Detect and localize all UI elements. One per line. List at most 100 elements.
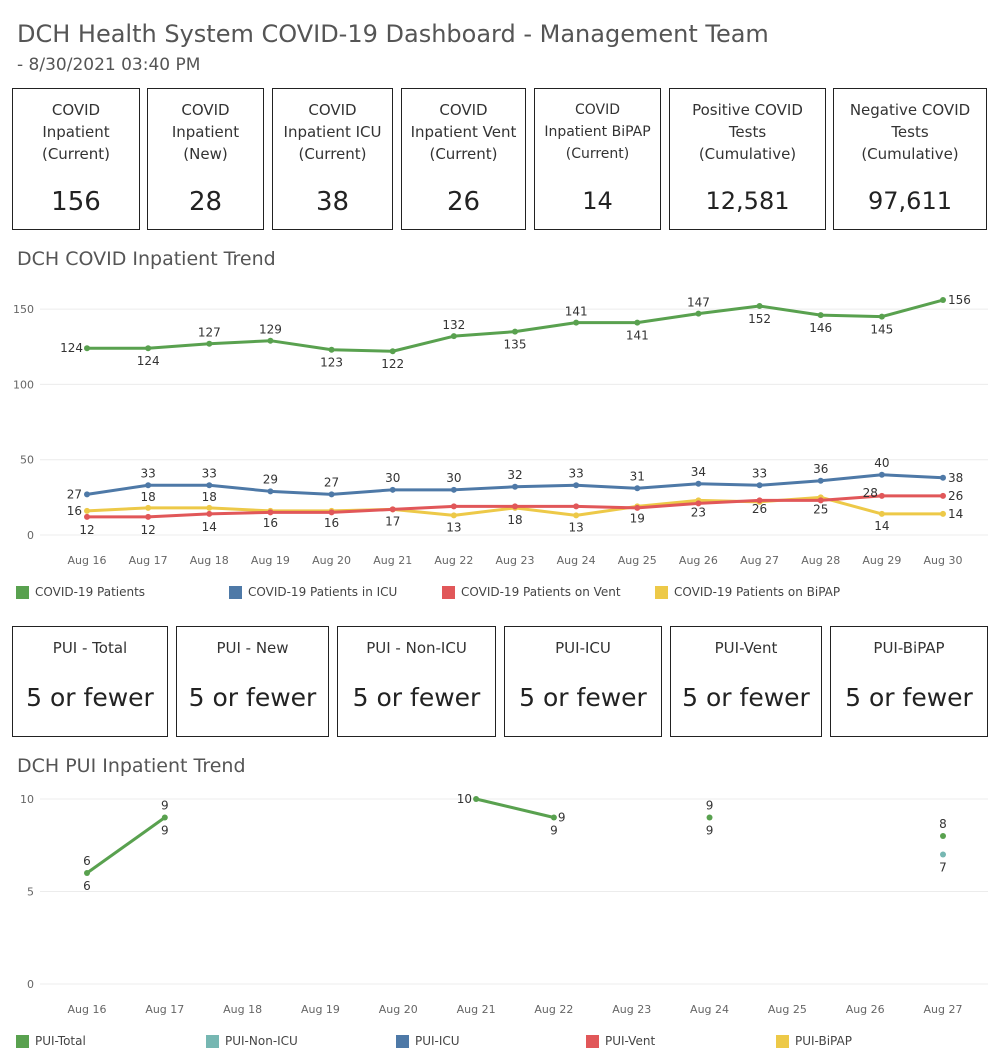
x-tick-label-aug-27: Aug 27 <box>924 1003 963 1016</box>
legend-swatch-red <box>442 585 455 599</box>
legend-item-pui-bipap[interactable]: PUI-BiPAP <box>776 1034 852 1048</box>
data-label-covid-19-patients-in-icu-9: 31 <box>630 469 645 483</box>
legend-item-pui-vent[interactable]: PUI-Vent <box>586 1034 655 1048</box>
kpi-card-inpatient-new[interactable]: COVID Inpatient (New) 28 <box>147 88 264 230</box>
x-tick-label-aug-21: Aug 21 <box>373 554 412 567</box>
pui-trend-title: DCH PUI Inpatient Trend <box>17 755 246 777</box>
data-label-covid-19-patients-on-bipap-0: 16 <box>67 504 82 518</box>
point-covid-19-patients-2 <box>206 340 213 347</box>
data-label-covid-19-patients-in-icu-13: 40 <box>874 456 889 470</box>
data-label-pui-8-b: 9 <box>706 824 714 838</box>
kpi-card-inpatient-current[interactable]: COVID Inpatient (Current) 156 <box>12 88 140 230</box>
data-label-covid-19-patients-on-vent-0: 12 <box>79 523 94 537</box>
data-label-covid-19-patients-12: 146 <box>809 321 832 335</box>
pui-card-bipap[interactable]: PUI-BiPAP 5 or fewer <box>830 626 988 737</box>
point-covid-19-patients-in-icu-8 <box>573 482 580 489</box>
legend-item-covid-patients[interactable]: COVID-19 Patients <box>16 585 145 599</box>
pui-card-total[interactable]: PUI - Total 5 or fewer <box>12 626 168 737</box>
point-covid-19-patients-6 <box>450 333 457 340</box>
legend-swatch-green <box>16 585 29 599</box>
kpi-value: 14 <box>582 187 613 215</box>
point-covid-19-patients-on-vent-6 <box>450 503 457 510</box>
point-covid-19-patients-12 <box>817 312 824 319</box>
y-tick-label-50: 50 <box>20 454 34 467</box>
point-covid-19-patients-8 <box>573 319 580 326</box>
inpatient-trend-title: DCH COVID Inpatient Trend <box>17 248 276 270</box>
point-covid-19-patients-in-icu-14 <box>940 474 946 481</box>
x-tick-label-aug-25: Aug 25 <box>618 554 657 567</box>
data-label-covid-19-patients-in-icu-3: 29 <box>263 472 278 486</box>
point-covid-19-patients-11 <box>756 303 763 310</box>
pui-label: PUI-BiPAP <box>873 639 945 657</box>
pui-card-vent[interactable]: PUI-Vent 5 or fewer <box>670 626 822 737</box>
data-label-covid-19-patients-on-bipap-10: 23 <box>691 505 706 519</box>
y-tick-label-0: 0 <box>27 529 34 542</box>
x-tick-label-aug-27: Aug 27 <box>740 554 779 567</box>
pui-card-new[interactable]: PUI - New 5 or fewer <box>176 626 329 737</box>
point-covid-19-patients-in-icu-9 <box>634 485 641 492</box>
pui-label: PUI - Non-ICU <box>366 639 467 657</box>
x-tick-label-aug-19: Aug 19 <box>301 1003 340 1016</box>
legend-item-bipap[interactable]: COVID-19 Patients on BiPAP <box>655 585 840 599</box>
kpi-card-inpatient-bipap[interactable]: COVID Inpatient BiPAP (Current) 14 <box>534 88 661 230</box>
legend-item-pui-non-icu[interactable]: PUI-Non-ICU <box>206 1034 298 1048</box>
pui-label: PUI - Total <box>52 639 128 657</box>
data-label-covid-19-patients-in-icu-12: 36 <box>813 462 828 476</box>
y-tick-label-150: 150 <box>13 303 34 316</box>
data-label-covid-19-patients-6: 132 <box>442 318 465 332</box>
x-tick-label-aug-17: Aug 17 <box>129 554 168 567</box>
x-tick-label-aug-22: Aug 22 <box>534 1003 573 1016</box>
kpi-label: Positive COVID Tests (Cumulative) <box>692 101 803 163</box>
x-tick-label-aug-16: Aug 16 <box>68 554 107 567</box>
legend-label: PUI-BiPAP <box>795 1034 852 1048</box>
point-covid-19-patients-in-icu-0 <box>84 491 90 498</box>
data-label-covid-19-patients-13: 145 <box>870 323 893 337</box>
data-label-covid-19-patients-14: 156 <box>948 293 971 307</box>
legend-label: COVID-19 Patients in ICU <box>248 585 398 599</box>
pui-trend-chart: 0 5 10 Aug 16 Aug 17 Aug 18 Aug 19 Aug 20 Aug 21… <box>20 792 988 1016</box>
x-tick-label-aug-20: Aug 20 <box>312 554 351 567</box>
x-tick-label-aug-22: Aug 22 <box>434 554 473 567</box>
data-label-covid-19-patients-on-vent-2: 14 <box>202 520 217 534</box>
point-covid-19-patients-on-vent-12 <box>817 497 824 504</box>
data-label-covid-19-patients-in-icu-7: 32 <box>507 468 522 482</box>
pui-value: 5 or fewer <box>845 683 973 712</box>
x-tick-label-aug-24: Aug 24 <box>690 1003 729 1016</box>
data-label-pui-6-b: 9 <box>550 824 558 838</box>
kpi-card-inpatient-vent[interactable]: COVID Inpatient Vent (Current) 26 <box>401 88 526 230</box>
data-label-pui-11-b: 7 <box>939 861 947 875</box>
legend-item-pui-icu[interactable]: PUI-ICU <box>396 1034 460 1048</box>
dashboard-timestamp: - 8/30/2021 03:40 PM <box>17 55 201 75</box>
legend-item-pui-total[interactable]: PUI-Total <box>16 1034 86 1048</box>
kpi-card-negative-tests[interactable]: Negative COVID Tests (Cumulative) 97,611 <box>833 88 987 230</box>
data-label-pui-1-b: 9 <box>161 824 169 838</box>
kpi-label: COVID Inpatient Vent (Current) <box>410 101 517 163</box>
point-covid-19-patients-on-vent-4 <box>328 509 335 516</box>
point-covid-19-patients-on-vent-10 <box>695 500 702 507</box>
y-tick-label-100: 100 <box>13 378 34 391</box>
pui-label: PUI-Vent <box>714 639 778 657</box>
kpi-card-positive-tests[interactable]: Positive COVID Tests (Cumulative) 12,581 <box>669 88 826 230</box>
pui-value: 5 or fewer <box>519 683 647 712</box>
kpi-value: 97,611 <box>868 187 952 215</box>
data-label-covid-19-patients-in-icu-2: 33 <box>202 466 217 480</box>
data-label-covid-19-patients-11: 152 <box>748 312 771 326</box>
data-label-covid-19-patients-4: 123 <box>320 356 343 370</box>
data-label-covid-19-patients-on-bipap-14: 14 <box>948 507 963 521</box>
pui-value: 5 or fewer <box>682 683 810 712</box>
legend-swatch-blue <box>396 1034 409 1048</box>
x-tick-label-aug-23: Aug 23 <box>496 554 535 567</box>
x-tick-label-aug-24: Aug 24 <box>557 554 596 567</box>
kpi-value: 38 <box>315 187 350 217</box>
data-label-covid-19-patients-5: 122 <box>381 357 404 371</box>
kpi-label: COVID Inpatient (Current) <box>41 101 111 163</box>
kpi-card-inpatient-icu[interactable]: COVID Inpatient ICU (Current) 38 <box>272 88 393 230</box>
legend-item-icu[interactable]: COVID-19 Patients in ICU <box>229 585 397 599</box>
point-covid-19-patients-in-icu-10 <box>695 480 702 487</box>
data-label-covid-19-patients-on-vent-13: 28 <box>863 486 878 500</box>
pui-trend-legend: PUI-Total PUI-Non-ICU PUI-ICU PUI-Vent P… <box>0 1034 1000 1054</box>
legend-swatch-yellow <box>655 585 668 599</box>
pui-card-icu[interactable]: PUI-ICU 5 or fewer <box>504 626 662 737</box>
legend-item-vent[interactable]: COVID-19 Patients on Vent <box>442 585 621 599</box>
pui-card-non-icu[interactable]: PUI - Non-ICU 5 or fewer <box>337 626 496 737</box>
